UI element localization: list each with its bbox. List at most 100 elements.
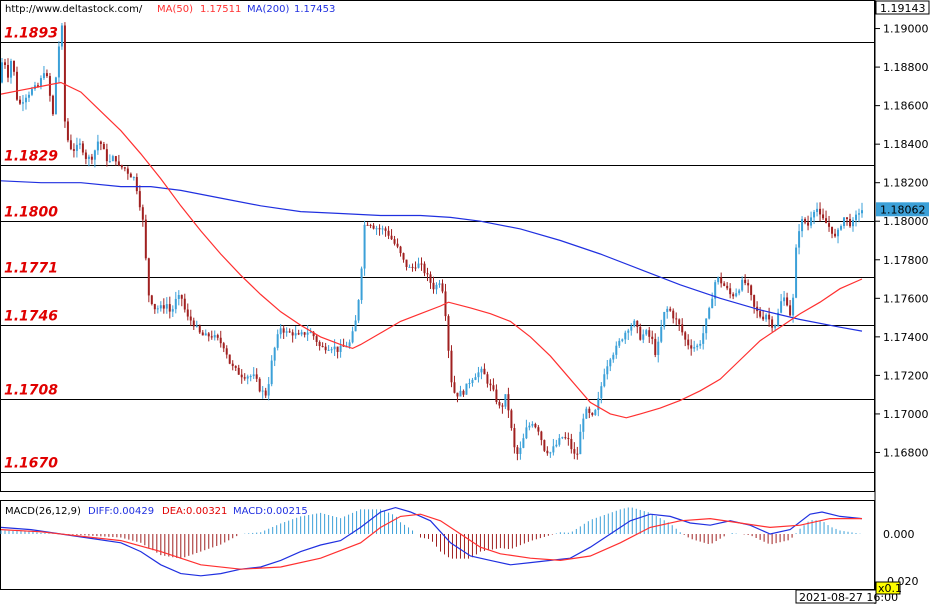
macd-dea-line [0,513,862,570]
candle-body [276,334,279,348]
candle-body [630,326,633,331]
header-url[interactable]: http://www.deltastock.com/ [5,4,143,15]
candle-body [720,277,723,284]
candle-body [507,394,510,411]
candle-body [474,377,477,380]
candle-body [18,99,21,104]
candle-body [468,383,471,385]
candle-body [804,219,807,223]
candle-body [150,295,153,305]
candle-body [825,218,828,224]
candle-body [615,345,618,355]
candle-body [252,374,255,377]
candle-body [318,341,321,347]
candle-body [669,308,672,311]
candle-body [198,325,201,333]
candle-body [90,156,93,160]
candle-body [66,121,69,141]
candle-body [828,223,831,227]
candle-body [573,449,576,454]
macd-tick-label-0: 0.000 [883,528,915,541]
candle-body [96,141,99,151]
candle-body [582,418,585,432]
candle-body [639,326,642,340]
zoom-level[interactable]: x0.1 [878,582,902,595]
candle-body [654,338,657,355]
candle-body [42,73,45,79]
candle-body [219,337,222,344]
candle-body [222,343,225,349]
candle-body [105,149,108,162]
candle-body [27,94,30,98]
candle-body [285,331,288,333]
candle-body [360,268,363,301]
candle-body [240,374,243,378]
candle-body [594,409,597,415]
candle-body [129,173,132,178]
candle-body [678,319,681,325]
candle-body [399,246,402,254]
candle-body [189,316,192,321]
candle-body [81,143,84,153]
candle-body [165,304,168,309]
candle-body [480,368,483,373]
candle-body [441,283,444,292]
candle-body [387,230,390,236]
candle-body [30,89,33,95]
candle-body [174,298,177,310]
candle-body [501,405,504,407]
candle-body [36,85,39,87]
candle-body [534,424,537,428]
candle-body [168,304,171,312]
candle-body [762,316,765,320]
candle-body [498,401,501,406]
support-resistance-levels: 1.1893 1.1829 1.1800 1.1771 1.1746 1.1708 1.16… [1,26,874,473]
candle-body [210,336,213,338]
candle-body [819,208,822,215]
current-price-label: 1.18062 [880,203,926,216]
macd-indicator: 0.000-0.020 [0,506,918,588]
candle-body [333,346,336,350]
candle-body [291,332,294,336]
price-tick-label-3: 1.18400 [883,138,929,151]
price-tick-label-8: 1.17400 [883,331,929,344]
candle-body [372,225,375,229]
candle-body [660,326,663,342]
candle-body [48,76,51,96]
zoom-box[interactable] [875,581,901,595]
candle-body [675,318,678,320]
candle-body [465,383,468,395]
candle-body [558,438,561,445]
candle-body [816,208,819,212]
candle-body [624,332,627,340]
candle-body [69,140,72,150]
candle-body [327,349,330,351]
candle-body [528,425,531,428]
candle-body [513,428,516,448]
candle-body [3,62,6,65]
candle-body [603,374,606,387]
macd-title: MACD(26,12,9) [5,506,81,517]
candle-body [225,348,228,355]
candle-body [555,444,558,447]
candle-body [564,437,567,439]
candle-body [795,247,798,298]
candle-body [477,372,480,378]
candle-body [411,266,414,268]
candle-body [255,374,258,379]
candle-body [51,95,54,115]
candle-body [471,379,474,384]
candle-body [711,298,714,309]
macd-diff-line [0,506,863,577]
candle-body [735,293,738,297]
candle-body [699,343,702,346]
candle-body [162,305,165,309]
candle-body [765,314,768,320]
candle-body [663,312,666,327]
candle-body [705,318,708,334]
candle-body [774,325,777,328]
candle-body [789,305,792,316]
candle-body [9,60,12,78]
candle-body [357,300,360,321]
